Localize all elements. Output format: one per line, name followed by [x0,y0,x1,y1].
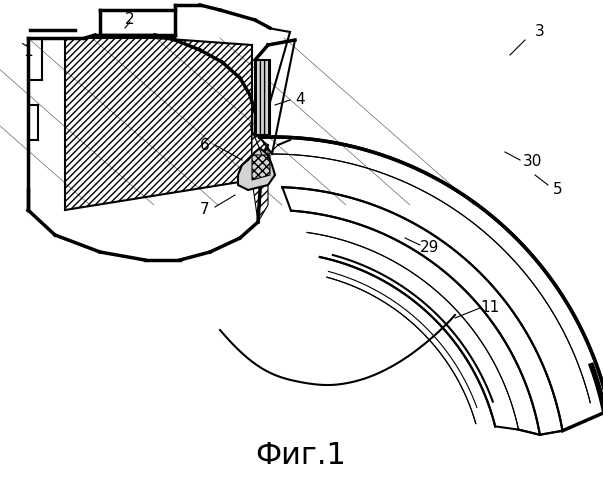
Text: 29: 29 [420,240,440,256]
Polygon shape [252,135,268,222]
Polygon shape [255,60,270,135]
Text: 7: 7 [200,202,210,218]
Text: Фиг.1: Фиг.1 [256,441,347,470]
Text: 5: 5 [553,182,563,198]
Text: 11: 11 [481,300,500,316]
Text: 1: 1 [23,44,33,60]
Text: 4: 4 [295,92,305,108]
Text: 6: 6 [200,138,210,152]
Polygon shape [238,148,275,190]
Text: 30: 30 [522,154,541,170]
Polygon shape [265,40,560,482]
Text: 3: 3 [535,24,545,40]
Text: 2: 2 [125,12,135,28]
